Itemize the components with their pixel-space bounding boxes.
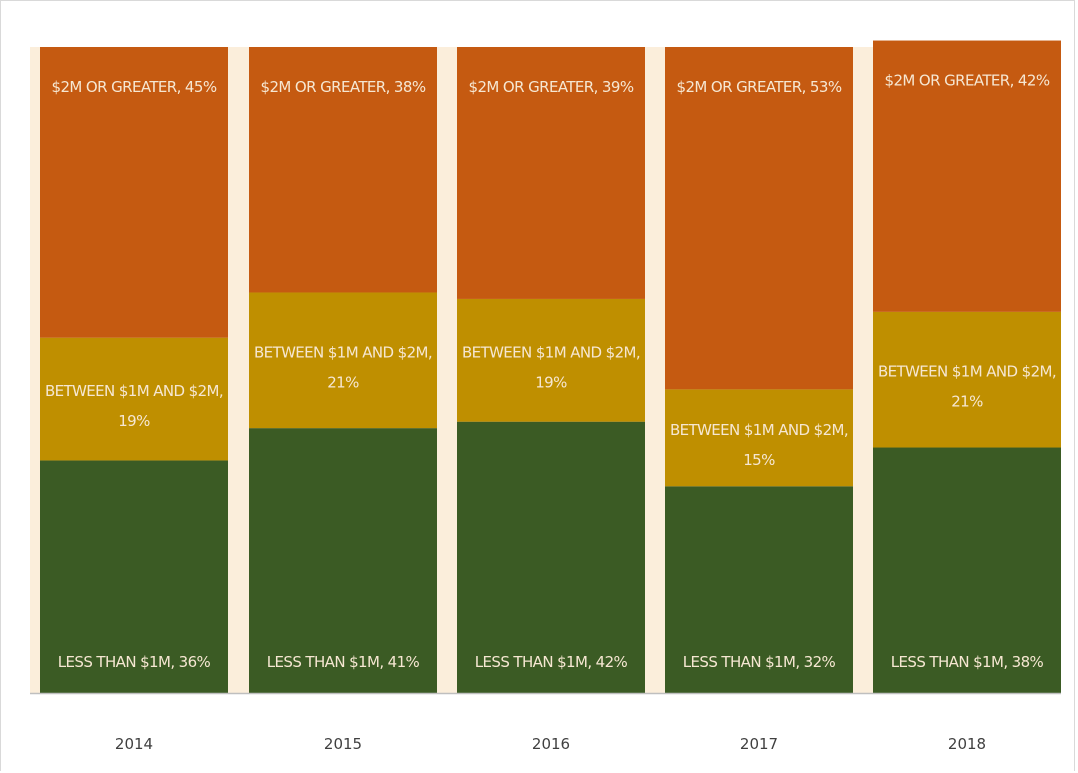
data-label-less-than-1m-2017: LESS THAN $1M, 32% — [683, 653, 836, 671]
bar-between-1m-and-2m-2017 — [665, 389, 853, 487]
data-label-less-than-1m-2015: LESS THAN $1M, 41% — [267, 653, 420, 671]
x-tick-label-2015: 2015 — [324, 735, 362, 753]
data-label-less-than-1m-2016: LESS THAN $1M, 42% — [475, 653, 628, 671]
data-label-between-1m-and-2m-2015: BETWEEN $1M AND $2M, 21% — [254, 343, 432, 391]
bar-between-1m-and-2m-2018 — [873, 311, 1061, 448]
bar-2m-or-greater-2016 — [457, 47, 645, 299]
data-label-2m-or-greater-2014: $2M OR GREATER, 45% — [52, 78, 217, 96]
x-tick-label-2017: 2017 — [740, 735, 778, 753]
bar-less-than-1m-2017 — [665, 486, 853, 693]
bar-less-than-1m-2014 — [40, 460, 228, 693]
data-label-2m-or-greater-2016: $2M OR GREATER, 39% — [469, 78, 634, 96]
x-tick-label-2018: 2018 — [948, 735, 986, 753]
bar-2m-or-greater-2017 — [665, 47, 853, 390]
data-label-2m-or-greater-2017: $2M OR GREATER, 53% — [677, 78, 842, 96]
bar-2m-or-greater-2018 — [873, 40, 1061, 312]
bar-between-1m-and-2m-2016 — [457, 298, 645, 422]
bar-between-1m-and-2m-2014 — [40, 337, 228, 461]
data-label-between-1m-and-2m-2018: BETWEEN $1M AND $2M, 21% — [878, 363, 1056, 411]
bar-2m-or-greater-2014 — [40, 47, 228, 338]
data-label-less-than-1m-2014: LESS THAN $1M, 36% — [58, 653, 211, 671]
bar-between-1m-and-2m-2015 — [249, 292, 437, 429]
data-label-between-1m-and-2m-2017: BETWEEN $1M AND $2M, 15% — [670, 421, 848, 469]
data-label-2m-or-greater-2018: $2M OR GREATER, 42% — [885, 72, 1050, 90]
bar-2m-or-greater-2015 — [249, 47, 437, 293]
x-tick-label-2014: 2014 — [115, 735, 153, 753]
data-label-between-1m-and-2m-2014: BETWEEN $1M AND $2M, 19% — [45, 382, 223, 430]
bar-less-than-1m-2018 — [873, 447, 1061, 693]
x-tick-label-2016: 2016 — [532, 735, 570, 753]
data-label-less-than-1m-2018: LESS THAN $1M, 38% — [891, 653, 1044, 671]
bar-less-than-1m-2015 — [249, 428, 437, 693]
data-label-2m-or-greater-2015: $2M OR GREATER, 38% — [261, 78, 426, 96]
bar-less-than-1m-2016 — [457, 421, 645, 693]
data-label-between-1m-and-2m-2016: BETWEEN $1M AND $2M, 19% — [462, 343, 640, 391]
